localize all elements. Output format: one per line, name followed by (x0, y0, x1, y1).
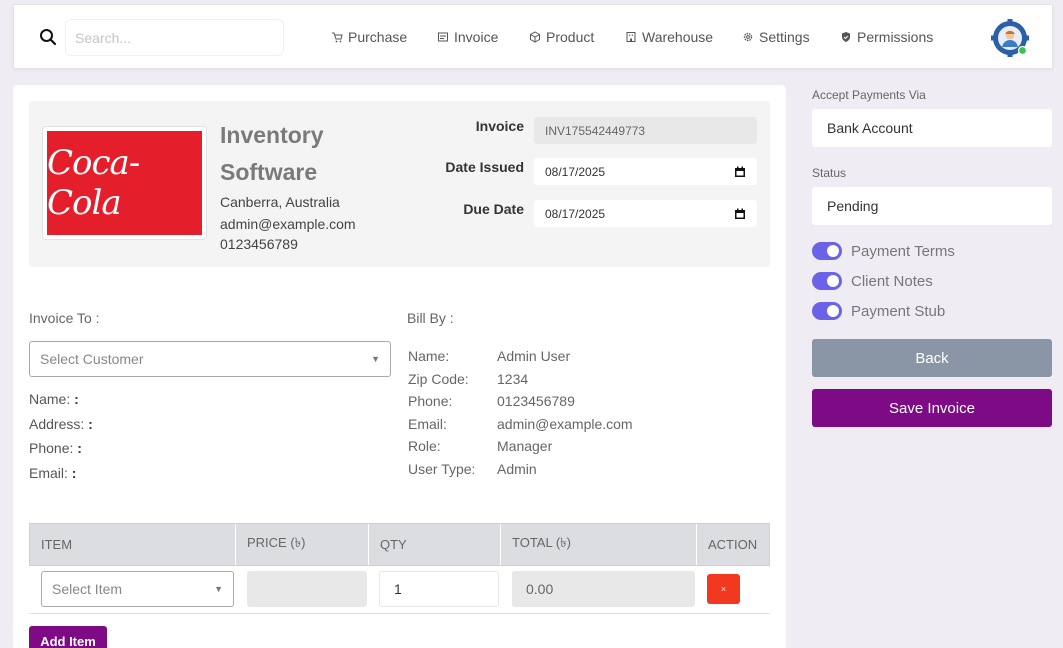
company-header: Coca-Cola Inventory Software Canberra, A… (29, 101, 770, 267)
search-input[interactable] (65, 19, 284, 56)
date-issued-value: 08/17/2025 (545, 164, 606, 179)
cart-icon (332, 32, 343, 43)
customer-name-row: Name: : (29, 391, 79, 407)
nav-purchase[interactable]: Purchase (331, 29, 407, 45)
nav-product[interactable]: Product (529, 29, 594, 45)
customer-phone-row: Phone: : (29, 440, 82, 456)
payment-stub-toggle[interactable] (812, 302, 842, 320)
customer-address-row: Address: : (29, 416, 93, 432)
select-item-placeholder: Select Item (52, 581, 123, 597)
nav-warehouse[interactable]: Warehouse (625, 29, 713, 45)
invoice-label: Invoice (475, 118, 524, 134)
bill-by-key: Email: (408, 416, 447, 432)
column-header-qty: QTY (369, 524, 501, 565)
select-item-dropdown[interactable]: Select Item ▼ (41, 571, 234, 607)
bill-by-heading: Bill By : (407, 310, 454, 326)
receipt-icon (438, 32, 448, 42)
bill-by-key: Name: (408, 348, 450, 364)
date-issued-field[interactable]: 08/17/2025 (534, 158, 757, 185)
column-header-item: ITEM (30, 524, 236, 565)
column-header-total: TOTAL (৳) (501, 524, 697, 565)
status-select[interactable]: Pending (812, 187, 1052, 225)
bill-by-value: admin@example.com (497, 416, 633, 432)
chevron-down-icon: ▼ (371, 354, 380, 364)
bill-by-value: Admin User (497, 348, 571, 364)
bill-by-key: Role: (408, 438, 441, 454)
invoice-number-field: INV175542449773 (534, 117, 757, 144)
bill-by-value: Manager (497, 438, 553, 454)
payment-method-label: Accept Payments Via (812, 88, 926, 102)
bill-by-key: Zip Code: (408, 371, 469, 387)
invoice-number: INV175542449773 (545, 123, 646, 138)
bill-by-key: User Type: (408, 461, 476, 477)
date-issued-label: Date Issued (445, 159, 524, 175)
payment-terms-toggle[interactable] (812, 242, 842, 260)
customer-email-row: Email: : (29, 465, 77, 481)
due-date-label: Due Date (463, 201, 524, 217)
bill-by-value: Admin (497, 461, 537, 477)
invoice-to-heading: Invoice To : (29, 310, 100, 326)
nav-invoice[interactable]: Invoice (437, 29, 498, 45)
payment-terms-label: Payment Terms (851, 242, 955, 260)
table-row: Select Item ▼ 1 0.00 × (29, 566, 770, 614)
nav-settings[interactable]: Settings (742, 29, 810, 45)
column-header-price: PRICE (৳) (236, 524, 369, 565)
company-phone: 0123456789 (220, 236, 298, 252)
total-field: 0.00 (512, 571, 695, 607)
user-avatar-icon[interactable] (991, 19, 1029, 57)
select-customer-dropdown[interactable]: Select Customer ▼ (29, 341, 391, 377)
nav-purchase-label: Purchase (348, 29, 408, 45)
nav-invoice-label: Invoice (454, 29, 499, 45)
nav-warehouse-label: Warehouse (642, 29, 714, 45)
bill-by-value: 0123456789 (497, 393, 575, 409)
bill-by-value: 1234 (497, 371, 529, 387)
company-email: admin@example.com (220, 216, 356, 232)
select-customer-placeholder: Select Customer (40, 351, 144, 367)
add-item-button[interactable]: Add Item (29, 626, 107, 648)
close-icon: × (720, 584, 727, 594)
payment-terms-toggle-row: Payment Terms (812, 242, 955, 260)
payment-stub-toggle-row: Payment Stub (812, 302, 945, 320)
invoice-card: Coca-Cola Inventory Software Canberra, A… (13, 85, 786, 648)
calendar-icon[interactable] (734, 166, 746, 178)
nav-product-label: Product (546, 29, 595, 45)
payment-method-select[interactable]: Bank Account (812, 109, 1052, 147)
nav-settings-label: Settings (759, 29, 810, 45)
column-header-action: ACTION (708, 537, 758, 552)
price-field (247, 571, 367, 607)
save-invoice-button[interactable]: Save Invoice (812, 389, 1052, 427)
search-icon[interactable] (39, 28, 57, 46)
delete-row-button[interactable]: × (707, 574, 740, 604)
back-button[interactable]: Back (812, 339, 1052, 377)
status-label: Status (812, 166, 847, 180)
client-notes-toggle[interactable] (812, 272, 842, 290)
payment-method-value: Bank Account (827, 120, 913, 136)
logo-text: Coca-Cola (47, 143, 140, 223)
company-address: Canberra, Australia (220, 194, 340, 210)
chevron-down-icon: ▼ (214, 584, 223, 594)
status-value: Pending (827, 198, 879, 214)
client-notes-label: Client Notes (851, 272, 933, 290)
company-name: Inventory Software (220, 122, 324, 185)
bill-by-key: Phone: (408, 393, 453, 409)
quantity-input[interactable]: 1 (379, 571, 499, 607)
calendar-icon[interactable] (734, 208, 746, 220)
due-date-field[interactable]: 08/17/2025 (534, 200, 757, 227)
items-table-header: ITEM PRICE (৳) QTY TOTAL (৳) ACTION (29, 523, 770, 566)
shield-icon (842, 32, 850, 42)
client-notes-toggle-row: Client Notes (812, 272, 933, 290)
nav-permissions-label: Permissions (857, 29, 934, 45)
due-date-value: 08/17/2025 (545, 206, 606, 221)
company-logo: Coca-Cola (42, 126, 207, 240)
payment-stub-label: Payment Stub (851, 302, 946, 320)
top-navbar: Purchase Invoice Product Warehouse Setti… (13, 4, 1053, 69)
box-icon (530, 31, 540, 43)
gear-icon (743, 32, 753, 42)
building-icon (626, 32, 636, 42)
nav-permissions[interactable]: Permissions (840, 29, 933, 45)
